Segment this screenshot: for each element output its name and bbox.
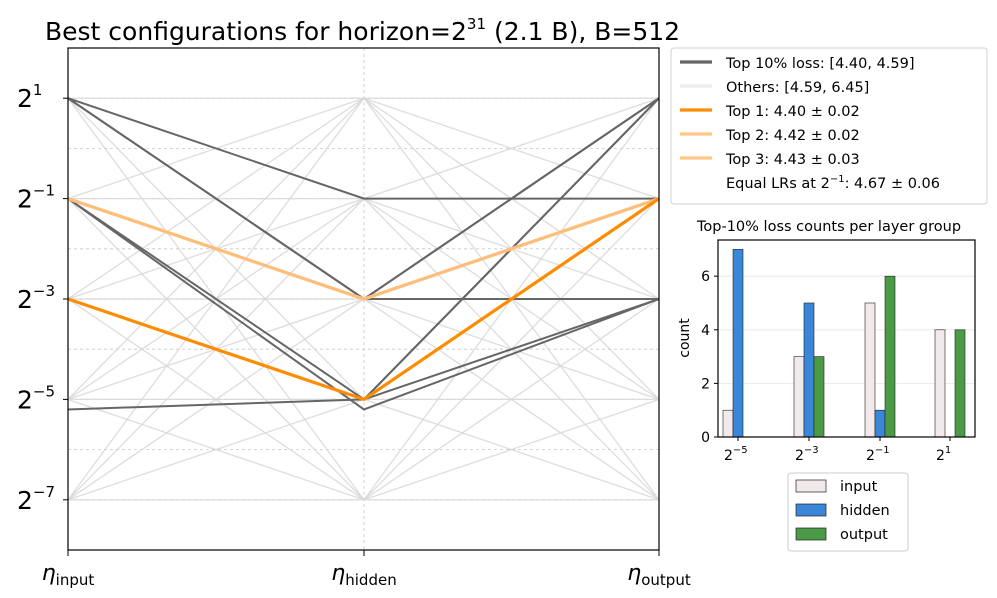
main-y-tick-label: 2−5 [17,382,55,414]
bar-input-0 [722,409,734,438]
main-y-tick-label: 21 [17,81,42,113]
bar-y-tick-label: 6 [701,269,710,285]
legend-label-top10: Top 10% loss: [4.40, 4.59] [725,56,915,72]
others-line [67,298,660,501]
main-legend: Top 10% loss: [4.40, 4.59] Others: [4.59,… [670,47,988,205]
bar-chart-title: Top-10% loss counts per layer group [696,219,961,235]
bar-legend-swatch-hidden [795,503,827,517]
bar-legend-label-input: input [840,479,878,495]
bar-legend-label-hidden: hidden [840,503,890,519]
main-y-tick-label: 2−7 [17,483,55,515]
bar-y-tick-label: 0 [701,430,710,446]
bar-legend-swatch-input [795,479,827,493]
top10-line [67,97,660,411]
bar-hidden-2 [874,409,886,438]
bar-hidden-0 [732,249,744,438]
bar-output-3 [954,329,966,438]
bar-x-ticks: 2−5 2−3 2−1 21 [724,437,951,464]
axis-label-output: ηoutput [627,561,691,589]
legend-label-top1: Top 1: 4.40 ± 0.02 [725,104,860,120]
main-y-tick-label: 2−3 [17,282,55,314]
bar-legend-swatch-output [795,527,827,541]
bar-x-tick-label: 2−3 [795,445,819,464]
others-line [68,298,660,501]
bar-x-tick-label: 2−5 [724,445,748,464]
top10-line [67,197,660,411]
others-line [67,298,660,501]
others-line [67,298,659,501]
others-line [67,97,660,501]
main-legend-frame [670,47,988,205]
others-line [67,198,660,501]
top10-lines [67,97,660,411]
bars [722,249,966,438]
main-x-ticks: ηinput ηhidden ηoutput [42,550,691,589]
bar-hidden-1 [803,302,815,438]
bar-plot-frame [717,239,976,438]
axis-label-hidden: ηhidden [331,561,396,589]
main-y-ticks: 21 2−1 2−3 2−5 2−7 [17,81,68,515]
bar-input-1 [793,356,805,438]
bar-y-axis-label: count [677,318,693,358]
legend-label-top2: Top 2: 4.42 ± 0.02 [725,128,860,144]
others-line [68,97,660,501]
bar-legend-label-output: output [840,527,888,543]
bar-input-3 [934,329,946,438]
top-config-lines [67,197,660,402]
bar-chart: Top-10% loss counts per layer group 0 2 4 6… [677,219,976,464]
others-line [67,97,659,501]
bar-output-2 [884,275,896,438]
bar-grid [718,275,975,384]
others-line [67,398,659,501]
bar-legend: input hidden output [787,472,909,552]
legend-label-others: Others: [4.59, 6.45] [726,80,869,96]
top1-line [67,197,660,402]
others-line [67,97,659,400]
legend-label-equal-lrs: Equal LRs at 2−1: 4.67 ± 0.06 [726,174,940,192]
others-line [67,298,660,501]
main-chart-title: Best configurations for horizon=231 (2.1… [45,15,680,46]
others-line [67,97,660,501]
main-y-tick-label: 2−1 [17,182,55,214]
bar-output-1 [813,356,825,438]
top2-line [67,197,660,301]
others-line [67,198,660,501]
others-line [67,198,659,501]
parallel-coordinates-plot: 21 2−1 2−3 2−5 2−7 ηinput ηhidden ηoutput [17,47,691,589]
bar-y-tick-label: 2 [701,376,710,392]
bar-x-tick-label: 2−1 [866,445,890,464]
others-line [68,398,660,501]
legend-label-top3: Top 3: 4.43 ± 0.03 [725,152,860,168]
bar-y-tick-label: 4 [701,323,710,339]
bar-input-2 [864,302,876,438]
others-line [67,398,660,501]
axis-label-input: ηinput [42,561,95,589]
bar-x-tick-label: 21 [936,445,951,464]
bar-y-ticks: 0 2 4 6 [701,269,718,446]
